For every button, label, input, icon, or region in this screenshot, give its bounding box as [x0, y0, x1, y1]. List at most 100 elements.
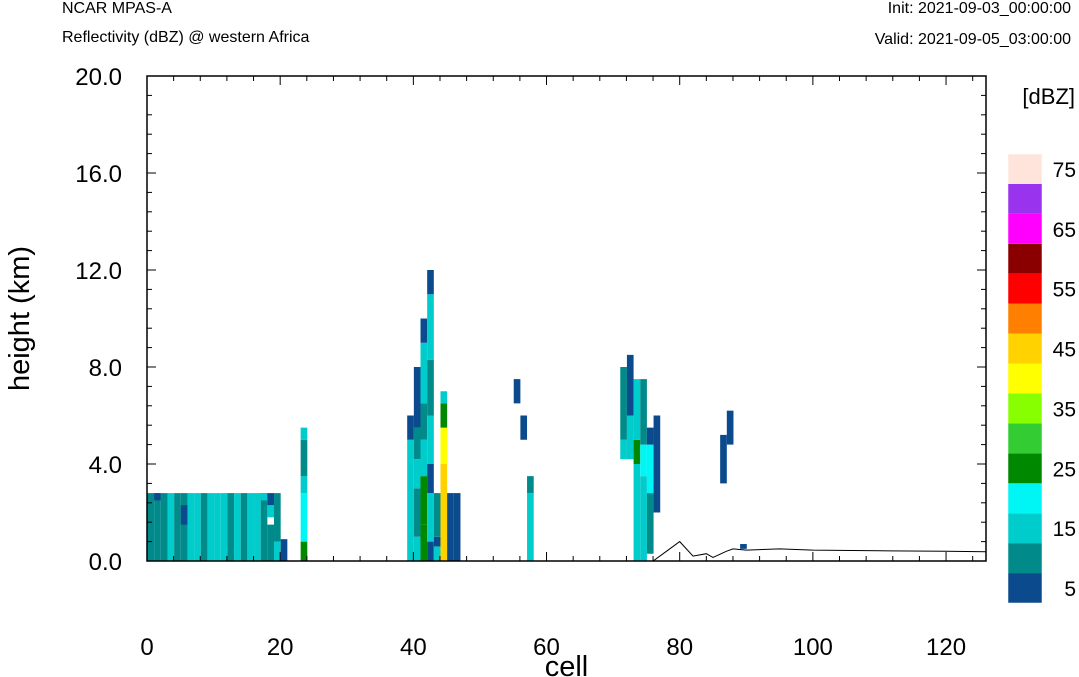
- reflectivity-cell: [640, 379, 647, 445]
- y-axis-label: height (km): [4, 246, 36, 391]
- reflectivity-cell: [267, 524, 275, 561]
- reflectivity-cell: [300, 493, 308, 542]
- reflectivity-cell: [420, 342, 428, 404]
- reflectivity-cell: [180, 505, 188, 525]
- colorbar-swatch: [1008, 243, 1042, 274]
- reflectivity-cell: [626, 415, 634, 460]
- reflectivity-cell: [527, 476, 534, 494]
- reflectivity-cell: [200, 493, 208, 561]
- reflectivity-cell: [194, 493, 201, 561]
- reflectivity-cell: [413, 427, 421, 460]
- reflectivity-cell: [240, 493, 248, 561]
- reflectivity-cell: [234, 493, 241, 561]
- reflectivity-cell: [453, 493, 461, 561]
- reflectivity-cell: [267, 493, 275, 506]
- reflectivity-cell: [653, 464, 661, 513]
- colorbar-swatch: [1008, 333, 1042, 364]
- reflectivity-cell: [646, 444, 654, 494]
- reflectivity-cell: [407, 415, 414, 440]
- reflectivity-cell: [420, 476, 428, 525]
- colorbar-tick-label: 35: [1053, 398, 1076, 421]
- y-tick-label: 8.0: [89, 355, 122, 382]
- reflectivity-cell: [300, 439, 308, 477]
- reflectivity-cell: [447, 493, 454, 561]
- colorbar-tick-label: 55: [1053, 279, 1076, 302]
- colorbar-swatch: [1008, 303, 1042, 334]
- x-tick-label: 100: [793, 634, 833, 661]
- reflectivity-cell: [427, 415, 434, 464]
- x-tick-label: 20: [267, 634, 294, 661]
- x-tick-label: 120: [926, 634, 966, 661]
- reflectivity-cell: [640, 444, 647, 477]
- reflectivity-cell: [646, 493, 654, 554]
- reflectivity-cell: [440, 391, 448, 404]
- reflectivity-cell: [440, 403, 448, 428]
- model-name: NCAR MPAS-A: [62, 0, 172, 17]
- y-tick-label: 12.0: [75, 258, 122, 285]
- reflectivity-cell: [227, 493, 235, 561]
- reflectivity-cell: [626, 354, 634, 416]
- colorbar-swatch: [1008, 393, 1042, 424]
- reflectivity-cell: [520, 415, 528, 440]
- x-tick-label: 80: [666, 634, 693, 661]
- reflectivity-cell: [214, 493, 221, 561]
- reflectivity-cell: [207, 493, 215, 561]
- reflectivity-cell: [254, 493, 261, 561]
- init-time: Init: 2021-09-03_00:00:00: [887, 0, 1071, 17]
- colorbar-tick-label: 25: [1053, 458, 1076, 481]
- x-tick-label: 0: [140, 634, 153, 661]
- colorbar-swatch: [1008, 543, 1042, 574]
- reflectivity-cell: [154, 493, 161, 501]
- reflectivity-cell: [147, 493, 155, 561]
- reflectivity-cell: [260, 493, 268, 561]
- reflectivity-cell: [620, 367, 627, 440]
- colorbar-tick-label: 15: [1053, 518, 1076, 541]
- colorbar-tick-label: 45: [1053, 339, 1076, 362]
- reflectivity-cell: [726, 410, 734, 445]
- reflectivity-cell: [440, 427, 448, 464]
- reflectivity-cell: [300, 427, 308, 440]
- reflectivity-cell: [420, 524, 428, 561]
- reflectivity-cell: [413, 488, 421, 537]
- reflectivity-cell: [440, 464, 448, 561]
- reflectivity-cell: [187, 493, 195, 561]
- reflectivity-cell: [433, 536, 441, 547]
- reflectivity-cell: [427, 294, 434, 360]
- colorbar-swatch: [1008, 154, 1042, 184]
- y-tick-label: 0.0: [89, 549, 122, 576]
- x-tick-label: 60: [533, 634, 560, 661]
- reflectivity-cell: [646, 427, 654, 445]
- colorbar-frame: [1007, 153, 1043, 604]
- reflectivity-cell: [427, 541, 434, 561]
- colorbar-swatch: [1008, 423, 1042, 454]
- reflectivity-cell: [220, 493, 228, 561]
- reflectivity-cell: [620, 439, 627, 460]
- colorbar-unit-label: [dBZ]: [1022, 84, 1075, 109]
- colorbar-swatch: [1008, 363, 1042, 394]
- reflectivity-cell: [267, 505, 275, 518]
- reflectivity-cell: [433, 493, 441, 537]
- reflectivity-cell: [407, 439, 414, 561]
- colorbar-swatch: [1008, 183, 1042, 214]
- terrain-line: [147, 540, 987, 562]
- plot-frame: [146, 75, 987, 562]
- valid-time: Valid: 2021-09-05_03:00:00: [874, 31, 1071, 48]
- reflectivity-cell: [740, 544, 747, 549]
- colorbar-tick-label: 5: [1064, 578, 1076, 601]
- colorbar-tick-label: 65: [1053, 219, 1076, 242]
- reflectivity-cell: [633, 379, 641, 440]
- colorbar-swatch: [1008, 483, 1042, 514]
- reflectivity-cell: [154, 493, 161, 561]
- reflectivity-cell: [427, 270, 434, 295]
- reflectivity-cell: [274, 493, 281, 542]
- reflectivity-cell: [427, 359, 434, 416]
- colorbar-swatch: [1008, 273, 1042, 304]
- reflectivity-cell: [280, 539, 288, 561]
- reflectivity-cell: [167, 493, 175, 561]
- reflectivity-cell: [420, 403, 428, 440]
- y-tick-label: 16.0: [75, 161, 122, 188]
- reflectivity-cell: [180, 493, 188, 561]
- reflectivity-cell: [247, 493, 255, 561]
- reflectivity-cell: [640, 476, 647, 561]
